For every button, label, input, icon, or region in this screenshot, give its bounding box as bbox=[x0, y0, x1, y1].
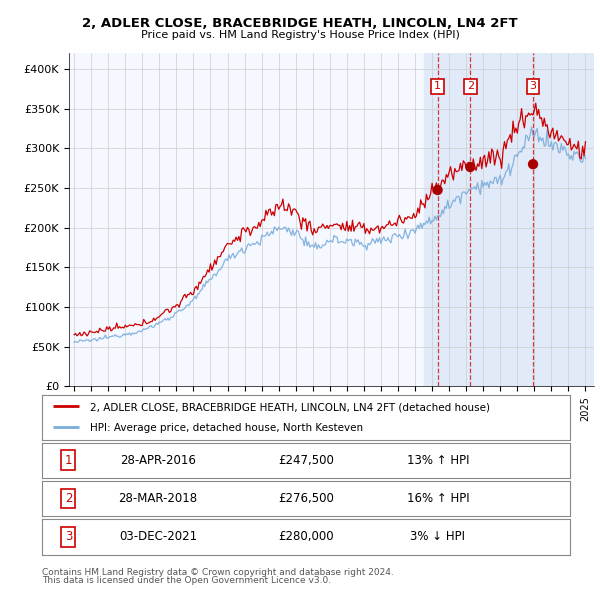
Text: 28-APR-2016: 28-APR-2016 bbox=[120, 454, 196, 467]
Text: 16% ↑ HPI: 16% ↑ HPI bbox=[407, 492, 469, 505]
Point bbox=[466, 162, 475, 172]
Text: Contains HM Land Registry data © Crown copyright and database right 2024.: Contains HM Land Registry data © Crown c… bbox=[42, 568, 394, 577]
Text: 2, ADLER CLOSE, BRACEBRIDGE HEATH, LINCOLN, LN4 2FT (detached house): 2, ADLER CLOSE, BRACEBRIDGE HEATH, LINCO… bbox=[89, 402, 490, 412]
Text: This data is licensed under the Open Government Licence v3.0.: This data is licensed under the Open Gov… bbox=[42, 576, 331, 585]
Text: £280,000: £280,000 bbox=[278, 530, 334, 543]
Text: 28-MAR-2018: 28-MAR-2018 bbox=[119, 492, 198, 505]
Point bbox=[528, 159, 538, 169]
Text: 2: 2 bbox=[65, 492, 72, 505]
Text: Price paid vs. HM Land Registry's House Price Index (HPI): Price paid vs. HM Land Registry's House … bbox=[140, 30, 460, 40]
Point bbox=[433, 185, 442, 195]
Text: 3: 3 bbox=[530, 81, 536, 91]
Text: £276,500: £276,500 bbox=[278, 492, 334, 505]
Text: 13% ↑ HPI: 13% ↑ HPI bbox=[407, 454, 469, 467]
Text: HPI: Average price, detached house, North Kesteven: HPI: Average price, detached house, Nort… bbox=[89, 423, 362, 433]
Bar bbox=[424, 53, 596, 386]
Text: 3% ↓ HPI: 3% ↓ HPI bbox=[410, 530, 466, 543]
Text: 3: 3 bbox=[65, 530, 72, 543]
Text: 03-DEC-2021: 03-DEC-2021 bbox=[119, 530, 197, 543]
Text: 1: 1 bbox=[434, 81, 441, 91]
Text: 2, ADLER CLOSE, BRACEBRIDGE HEATH, LINCOLN, LN4 2FT: 2, ADLER CLOSE, BRACEBRIDGE HEATH, LINCO… bbox=[82, 17, 518, 30]
Text: 2: 2 bbox=[467, 81, 474, 91]
Text: 1: 1 bbox=[65, 454, 72, 467]
Text: £247,500: £247,500 bbox=[278, 454, 334, 467]
